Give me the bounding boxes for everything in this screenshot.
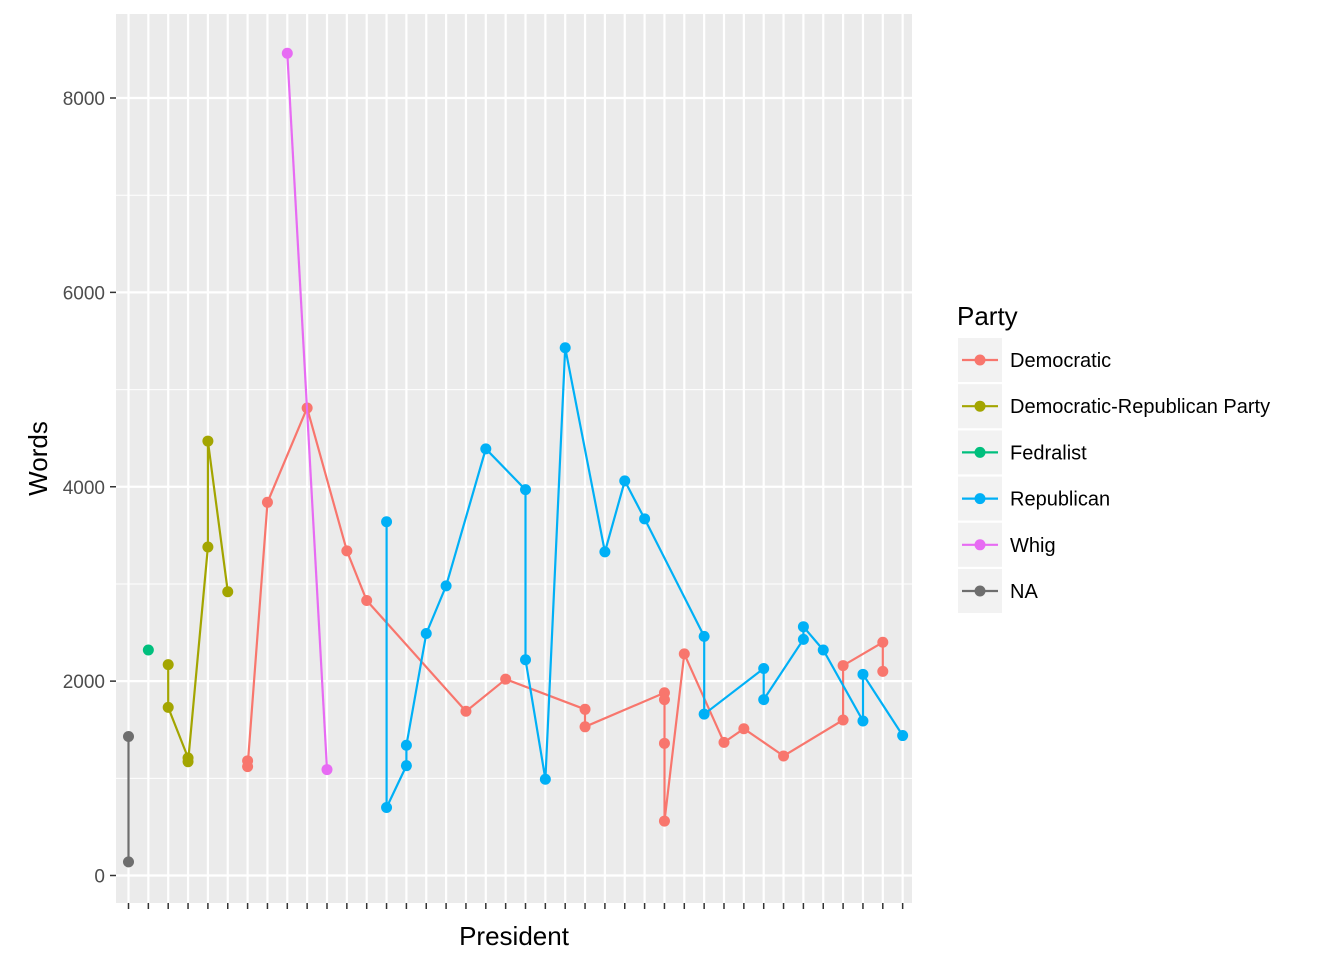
data-point	[123, 856, 134, 868]
legend-label-democratic-republican-party: Democratic-Republican Party	[1010, 396, 1270, 418]
y-tick-label: 6000	[63, 283, 105, 304]
series-democratic	[242, 402, 889, 827]
x-axis-title: President	[459, 921, 570, 951]
legend-label-republican: Republican	[1010, 489, 1110, 511]
data-point	[361, 594, 373, 606]
data-point	[381, 801, 393, 813]
data-point	[678, 648, 690, 660]
data-point	[520, 484, 531, 496]
legend-point-whig	[974, 539, 986, 551]
legend-point-na	[974, 585, 986, 597]
data-point	[182, 756, 194, 768]
data-point	[857, 668, 869, 680]
data-point	[579, 703, 591, 715]
data-point	[381, 516, 393, 528]
data-point	[758, 694, 770, 706]
y-axis-title: Words	[23, 421, 53, 496]
data-point	[758, 662, 770, 674]
data-point	[718, 736, 730, 748]
series-whig	[281, 47, 333, 776]
legend-title: Party	[957, 301, 1018, 331]
data-point	[321, 764, 333, 776]
y-tick-label: 2000	[63, 672, 105, 693]
data-point	[658, 737, 670, 749]
data-point	[142, 644, 154, 656]
data-point	[123, 731, 134, 743]
y-axis: 0 2000 4000 6000 8000	[63, 89, 904, 909]
data-point	[797, 621, 809, 633]
data-point	[520, 654, 531, 666]
data-point	[778, 750, 790, 762]
data-point	[539, 773, 551, 785]
data-point	[897, 730, 909, 742]
y-tick-label: 0	[94, 867, 105, 888]
data-point	[698, 630, 710, 642]
data-point	[261, 496, 273, 508]
legend-label-fedralist: Fedralist	[1010, 442, 1087, 464]
data-point	[658, 694, 670, 706]
data-point	[559, 342, 571, 354]
plot-panel	[116, 14, 912, 903]
series-group	[123, 47, 909, 868]
data-point	[698, 708, 710, 720]
legend-point-democratic-republican-party	[974, 400, 986, 412]
data-point	[162, 701, 174, 713]
data-point	[639, 513, 651, 525]
data-point	[837, 714, 849, 726]
series-republican	[381, 342, 909, 813]
y-tick-label: 4000	[63, 478, 105, 499]
legend-label-democratic: Democratic	[1010, 350, 1111, 372]
data-point	[281, 47, 293, 59]
legend: Party Democratic Democratic-Republican Pa…	[957, 301, 1270, 613]
data-point	[877, 665, 889, 677]
data-point	[202, 541, 214, 553]
data-point	[817, 644, 829, 656]
data-point	[162, 659, 174, 671]
data-point	[460, 705, 472, 717]
data-point	[738, 723, 750, 735]
data-point	[599, 546, 611, 558]
data-point	[400, 760, 412, 772]
data-point	[500, 673, 512, 685]
series-democratic-republican-party	[162, 435, 234, 768]
data-point	[222, 586, 234, 598]
data-point	[619, 475, 631, 487]
panel-background	[116, 14, 912, 903]
data-point	[242, 761, 254, 773]
data-point	[440, 580, 452, 592]
data-point	[837, 660, 849, 672]
data-point	[341, 545, 353, 557]
legend-label-whig: Whig	[1010, 535, 1056, 557]
legend-point-democratic	[974, 354, 986, 366]
legend-point-fedralist	[974, 446, 986, 458]
series-fedralist	[142, 644, 154, 656]
data-point	[480, 443, 492, 455]
data-point	[857, 715, 869, 727]
data-point	[202, 435, 214, 447]
series-line-whig	[286, 53, 329, 770]
data-point	[658, 815, 670, 827]
data-point	[579, 721, 591, 733]
data-point	[420, 628, 432, 640]
series-na	[123, 731, 134, 868]
legend-label-na: NA	[1010, 581, 1038, 603]
data-point	[877, 636, 889, 648]
data-point	[797, 633, 809, 645]
data-point	[400, 739, 412, 751]
y-tick-label: 8000	[63, 89, 105, 110]
legend-point-republican	[974, 493, 986, 505]
